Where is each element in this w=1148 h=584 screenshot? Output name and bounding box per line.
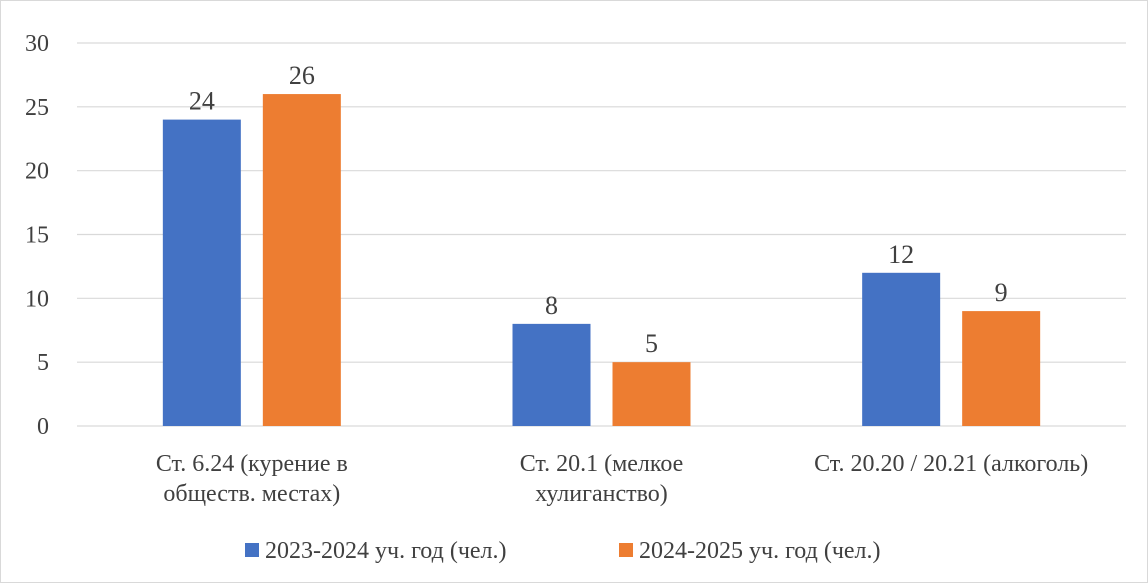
y-tick-label: 5 [37,350,49,376]
bar-series2-cat2 [612,362,691,426]
data-label: 12 [888,240,914,269]
legend-swatch-series1 [245,543,259,557]
category-label: Ст. 20.20 / 20.21 (алкоголь) [814,451,1088,477]
bar-series1-cat3 [862,272,941,426]
y-tick-label: 25 [25,95,49,121]
legend: 2023-2024 уч. год (чел.) 2024-2025 уч. го… [245,538,881,564]
y-tick-label: 15 [25,223,49,249]
category-label: Ст. 6.24 (курение в [156,451,348,477]
data-label: 8 [545,291,558,320]
legend-label-series1: 2023-2024 уч. год (чел.) [265,538,507,564]
legend-swatch-series2 [619,543,633,557]
gridlines [77,42,1126,427]
bar-series1-cat1 [162,119,241,426]
y-tick-label: 20 [25,159,49,185]
y-tick-label: 30 [25,31,49,57]
bar-series1-cat2 [512,323,591,426]
data-label: 24 [189,87,215,116]
category-label: хулиганство) [535,481,668,507]
category-label: обществ. местах) [163,481,340,507]
bar-series2-cat1 [262,94,341,427]
y-tick-label: 0 [37,414,49,440]
data-labels: 24 26 8 5 12 9 [189,61,1008,358]
legend-label-series2: 2024-2025 уч. год (чел.) [639,538,881,564]
data-label: 9 [995,278,1008,307]
bars [162,94,1041,427]
y-tick-label: 10 [25,286,49,312]
x-axis-categories: Ст. 6.24 (курение в обществ. местах) Ст. 2… [156,451,1088,507]
bar-series2-cat3 [962,311,1041,426]
y-axis-ticks: 0 5 10 15 20 25 30 [25,31,49,440]
data-label: 5 [645,329,658,358]
data-label: 26 [289,61,315,90]
category-label: Ст. 20.1 (мелкое [520,451,684,477]
